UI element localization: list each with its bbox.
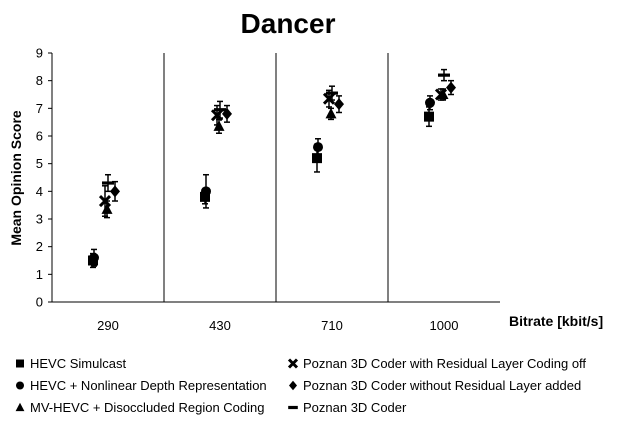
legend-marker-square bbox=[16, 359, 24, 368]
legend: HEVC Simulcast HEVC + Nonlinear Depth Rep… bbox=[15, 356, 586, 415]
y-tick-label: 7 bbox=[36, 101, 43, 116]
x-tick-label: 710 bbox=[321, 318, 343, 333]
legend-label: Poznan 3D Coder with Residual Layer Codi… bbox=[303, 356, 586, 371]
legend-label: HEVC + Nonlinear Depth Representation bbox=[30, 378, 267, 393]
data-point-x bbox=[434, 88, 448, 101]
y-tick-label: 0 bbox=[36, 295, 43, 310]
data-point-x bbox=[98, 194, 112, 208]
y-tick-label: 2 bbox=[36, 239, 43, 254]
data-marks bbox=[88, 68, 456, 269]
legend-marker-circle bbox=[16, 381, 24, 390]
data-point-triangle bbox=[325, 107, 337, 119]
data-point-square bbox=[312, 153, 322, 164]
data-point-dash bbox=[214, 108, 226, 112]
data-point-circle bbox=[425, 97, 435, 108]
legend-marker-diamond bbox=[289, 380, 297, 391]
legend-marker-dash bbox=[288, 405, 298, 410]
data-point-dash bbox=[102, 181, 114, 185]
chart-title: Dancer bbox=[241, 8, 336, 39]
data-point-dash bbox=[438, 73, 450, 77]
data-point-circle bbox=[201, 186, 211, 197]
x-tick-label: 290 bbox=[97, 318, 119, 333]
x-axis-label: Bitrate [kbit/s] bbox=[509, 313, 603, 329]
y-tick-label: 6 bbox=[36, 129, 43, 144]
data-point-dash bbox=[326, 91, 338, 95]
data-point-diamond bbox=[446, 81, 456, 94]
legend-marker-triangle bbox=[15, 402, 25, 412]
x-tick-labels: 290 430 710 1000 bbox=[97, 318, 458, 333]
data-point-square bbox=[424, 111, 434, 122]
y-axis-label: Mean Opinion Score bbox=[8, 110, 24, 246]
legend-label: MV-HEVC + Disoccluded Region Coding bbox=[30, 400, 264, 415]
y-tick-label: 9 bbox=[36, 46, 43, 61]
data-point-square bbox=[200, 191, 210, 202]
y-tick-label: 3 bbox=[36, 212, 43, 227]
legend-marker-x bbox=[287, 358, 299, 369]
data-point-circle bbox=[89, 252, 99, 263]
y-tick-label: 4 bbox=[36, 184, 43, 199]
data-point-diamond bbox=[110, 185, 120, 198]
x-tick-label: 430 bbox=[209, 318, 231, 333]
data-point-circle bbox=[313, 142, 323, 153]
legend-label: HEVC Simulcast bbox=[30, 356, 126, 371]
category-separators bbox=[163, 53, 389, 302]
y-tick-label: 1 bbox=[36, 267, 43, 282]
y-tick-label: 8 bbox=[36, 73, 43, 88]
data-point-diamond bbox=[334, 98, 344, 111]
axes bbox=[48, 52, 500, 303]
y-tick-label: 5 bbox=[36, 156, 43, 171]
legend-label: Poznan 3D Coder without Residual Layer a… bbox=[303, 378, 581, 393]
y-tick-labels: 0 1 2 3 4 5 6 7 8 9 bbox=[36, 46, 43, 310]
x-tick-label: 1000 bbox=[430, 318, 459, 333]
legend-label: Poznan 3D Coder bbox=[303, 400, 407, 415]
